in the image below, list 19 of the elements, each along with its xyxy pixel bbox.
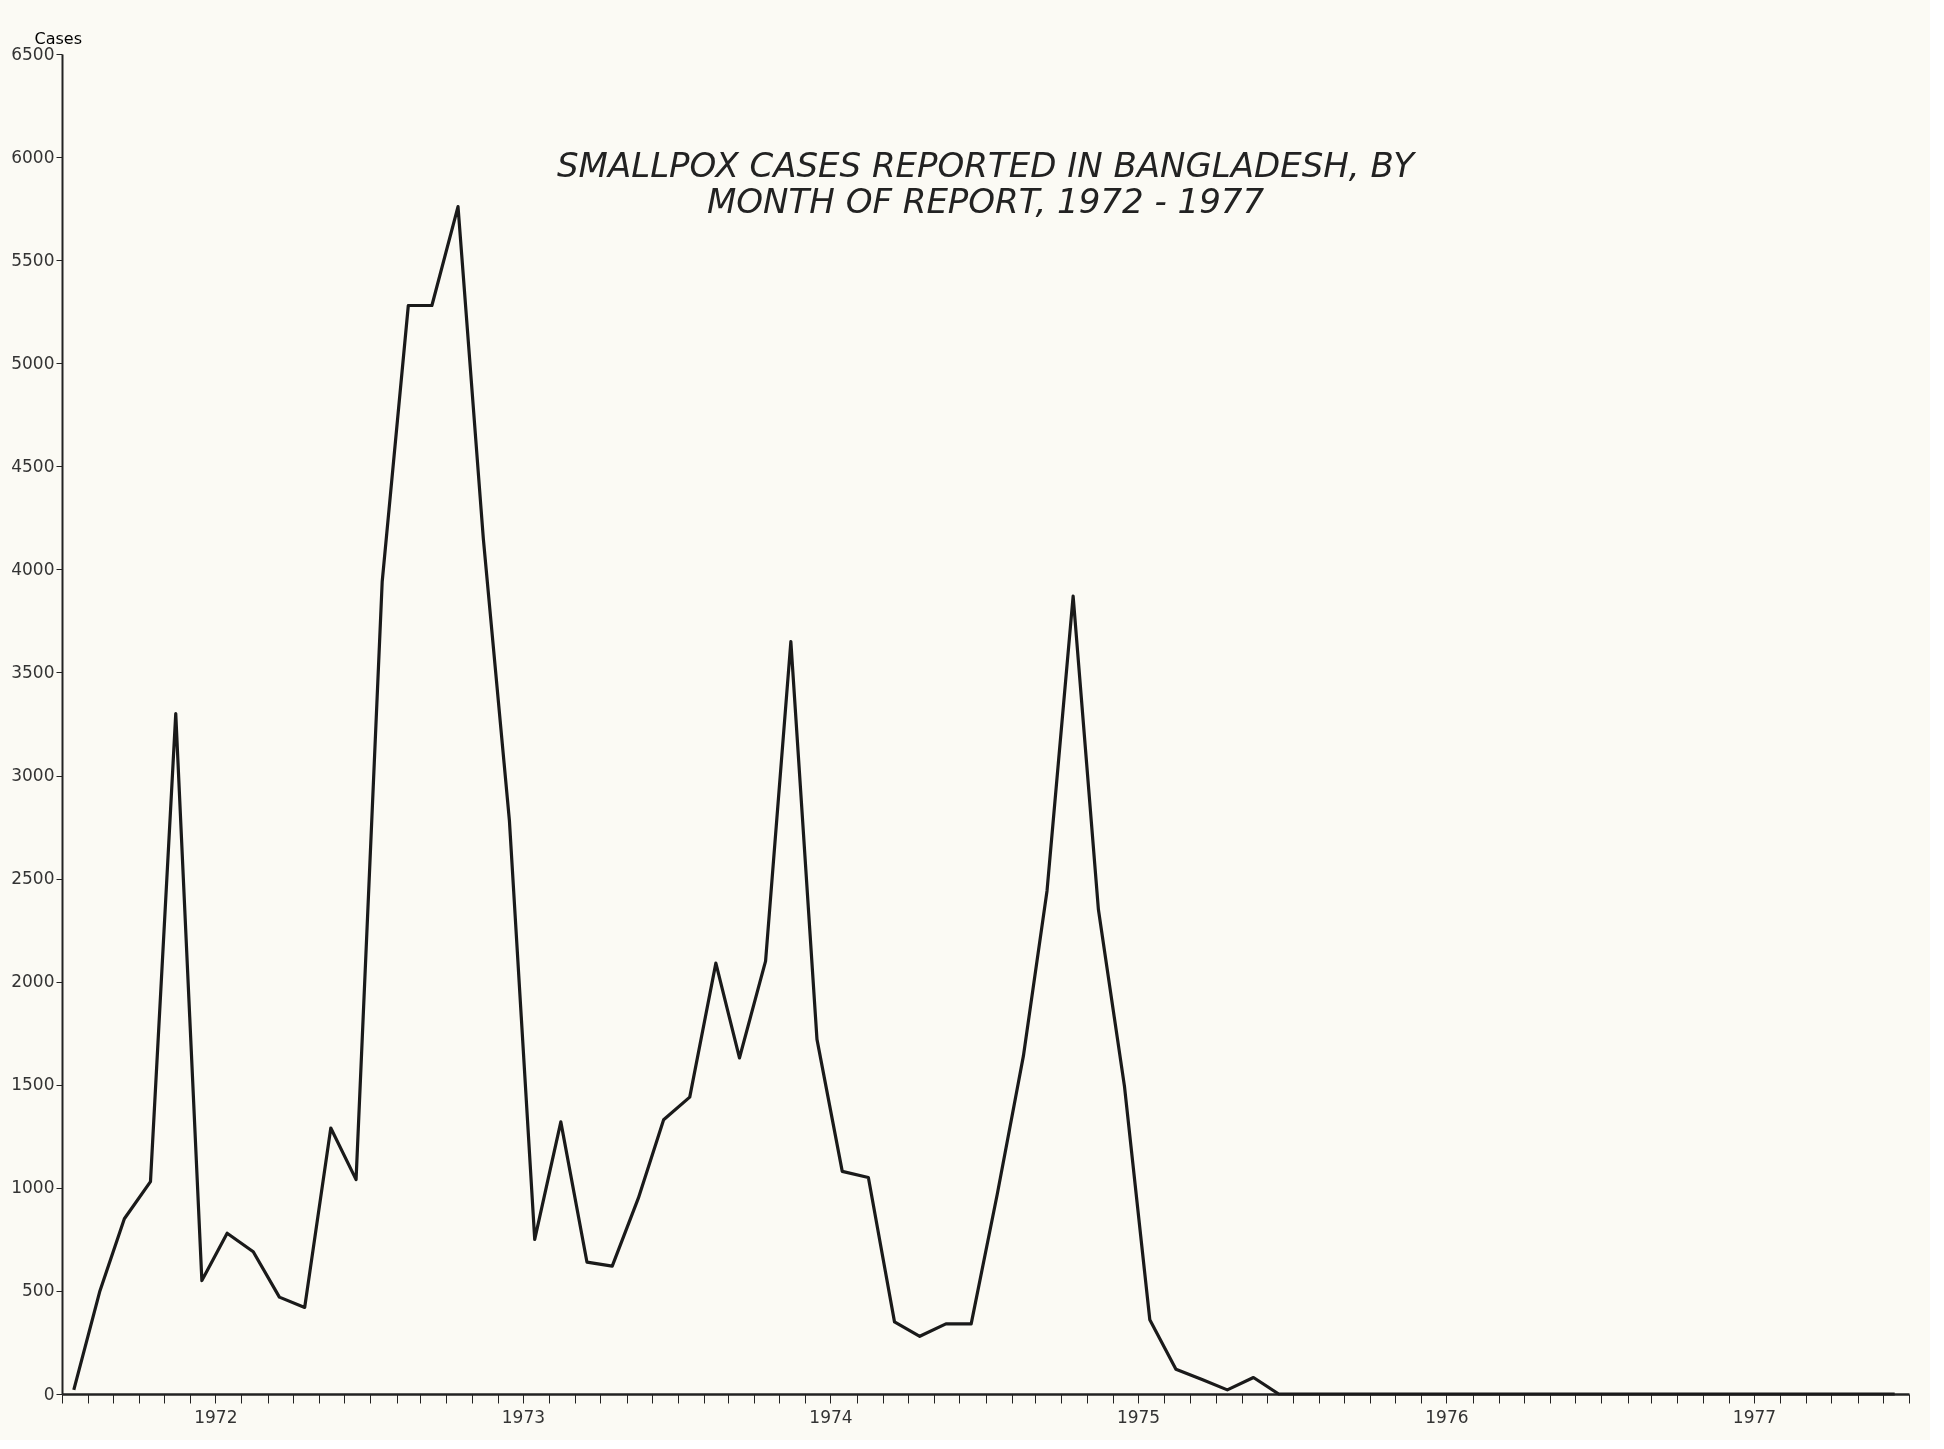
y-tick-label: 2500 xyxy=(11,868,55,889)
x-tick-label: 1974 xyxy=(809,1406,853,1427)
y-tick-label: 2000 xyxy=(11,971,55,992)
x-tick-label: 1977 xyxy=(1732,1406,1777,1427)
y-tick-label: 1000 xyxy=(11,1177,55,1198)
y-tick-label: 4500 xyxy=(11,455,55,476)
x-tick-label: 1975 xyxy=(1116,1406,1161,1427)
y-tick-label: 3000 xyxy=(11,765,55,786)
x-tick-label: 1973 xyxy=(501,1406,546,1427)
y-tick-label: 5500 xyxy=(11,249,55,270)
y-tick-label: 1500 xyxy=(11,1074,55,1095)
y-tick-label: 6000 xyxy=(11,146,55,167)
x-tick-label: 1972 xyxy=(194,1406,238,1427)
y-tick-label: 500 xyxy=(22,1280,55,1301)
y-tick-label: 3500 xyxy=(11,661,55,682)
y-tick-label: 4000 xyxy=(11,558,55,579)
y-tick-label: 0 xyxy=(43,1383,55,1404)
y-tick-label: 5000 xyxy=(11,352,55,373)
x-tick-label: 1976 xyxy=(1425,1406,1469,1427)
